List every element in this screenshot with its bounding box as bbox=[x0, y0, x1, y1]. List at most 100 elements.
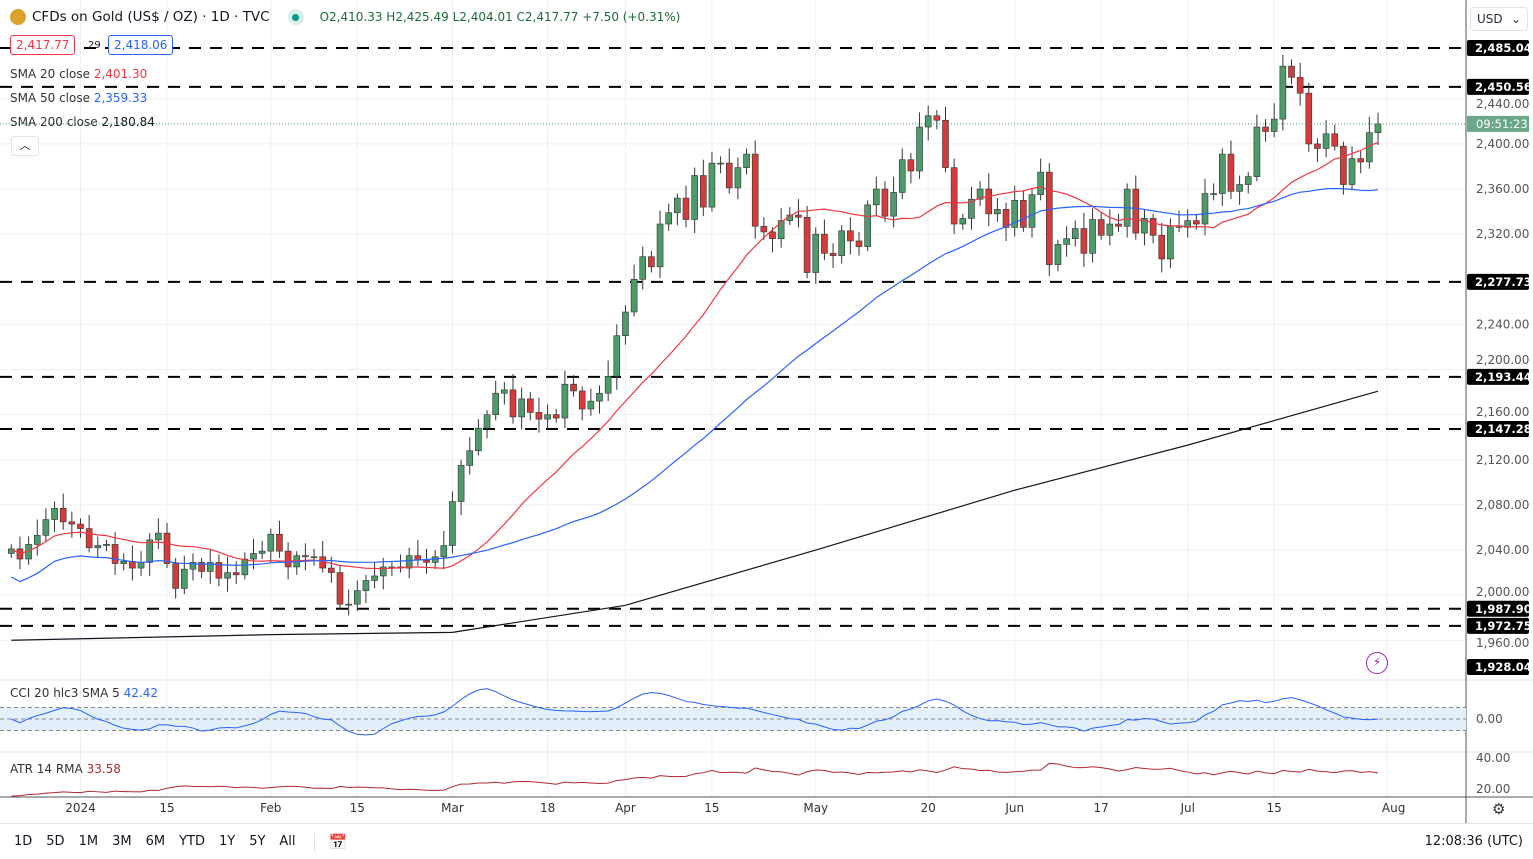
candle bbox=[630, 264, 638, 317]
goto-date-calendar-icon[interactable]: 📅 bbox=[313, 832, 347, 851]
candle-body bbox=[1305, 92, 1313, 145]
candle-body bbox=[215, 562, 223, 579]
candle-body bbox=[336, 572, 344, 605]
range-5d[interactable]: 5D bbox=[46, 834, 65, 849]
price-tick-label: 2,080.00 bbox=[1476, 498, 1529, 512]
sma200-value: 2,180.84 bbox=[101, 115, 155, 129]
range-6m[interactable]: 6M bbox=[145, 834, 166, 849]
candle-body bbox=[821, 233, 828, 254]
candle-body bbox=[622, 311, 629, 336]
candle bbox=[276, 520, 283, 558]
candle bbox=[449, 491, 456, 554]
gold-logo-icon bbox=[10, 9, 26, 25]
currency-select[interactable]: USD ⌄ bbox=[1470, 7, 1528, 31]
candle-body bbox=[872, 188, 880, 206]
candle-body bbox=[137, 562, 145, 569]
candle-body bbox=[1089, 219, 1096, 254]
sma200-legend[interactable]: SMA 200 close 2,180.84 bbox=[10, 115, 155, 129]
candle-body bbox=[198, 562, 205, 572]
candle-body bbox=[708, 162, 716, 208]
candle-body bbox=[1270, 118, 1278, 132]
candle bbox=[1244, 172, 1252, 194]
candle bbox=[1201, 178, 1209, 236]
candle-body bbox=[1011, 200, 1019, 228]
lightning-icon[interactable]: ⚡ bbox=[1366, 652, 1388, 674]
candle bbox=[509, 374, 517, 424]
level-price-tag bbox=[1467, 40, 1529, 56]
level-price-label: 2,147.28 bbox=[1475, 422, 1532, 436]
atr-tick-label: 20.00 bbox=[1476, 782, 1510, 796]
candle-body bbox=[829, 253, 837, 256]
sma200-line bbox=[11, 390, 1379, 641]
candle bbox=[215, 554, 223, 587]
candle bbox=[1054, 239, 1062, 272]
level-price-tag bbox=[1467, 617, 1529, 634]
buy-price-button[interactable]: 2,418.06 bbox=[108, 35, 174, 55]
candle-body bbox=[855, 240, 863, 247]
candle bbox=[872, 176, 880, 215]
chart-canvas[interactable]: 2,440.00 2,400.00 2,360.00 2,320.00 2,240.00… bbox=[0, 0, 1533, 823]
candle bbox=[302, 543, 309, 571]
price-tick-label: 2,160.00 bbox=[1476, 405, 1529, 419]
candle bbox=[959, 213, 967, 230]
sma20-legend[interactable]: SMA 20 close 2,401.30 bbox=[10, 67, 147, 81]
sell-price-button[interactable]: 2,417.77 bbox=[10, 35, 76, 55]
range-5y[interactable]: 5Y bbox=[249, 834, 266, 849]
bottom-toolbar: 1D 5D 1M 3M 6M YTD 1Y 5Y All 📅 12:08:36 … bbox=[0, 823, 1533, 859]
candle-body bbox=[881, 188, 889, 217]
candle bbox=[181, 555, 188, 595]
range-all[interactable]: All bbox=[279, 834, 296, 849]
time-tick-label: 17 bbox=[1094, 801, 1109, 815]
time-tick-label: Jul bbox=[1179, 801, 1194, 815]
candle-body bbox=[1115, 223, 1122, 227]
candle bbox=[1089, 208, 1096, 263]
level-price-tag bbox=[1467, 421, 1529, 438]
candle-body bbox=[1374, 123, 1382, 133]
candle-body bbox=[1244, 176, 1252, 185]
time-tick-label: 15 bbox=[704, 801, 719, 815]
cci-legend[interactable]: CCI 20 hlc3 SMA 5 42.42 bbox=[10, 686, 158, 700]
candle bbox=[1340, 141, 1347, 195]
range-ytd[interactable]: YTD bbox=[179, 834, 205, 849]
candle bbox=[146, 533, 153, 576]
sma50-value: 2,359.33 bbox=[93, 91, 148, 105]
candle-body bbox=[1279, 65, 1287, 120]
level-price-label: 1,987.90 bbox=[1475, 602, 1532, 616]
candle bbox=[362, 574, 370, 604]
candle-body bbox=[717, 162, 724, 165]
candle bbox=[751, 140, 759, 239]
candle-body bbox=[812, 233, 820, 273]
candle bbox=[1037, 158, 1044, 201]
candle-body bbox=[94, 545, 102, 549]
candle bbox=[1331, 124, 1339, 151]
candle bbox=[206, 550, 214, 584]
atr-label: ATR 14 RMA bbox=[10, 762, 83, 776]
symbol-title[interactable]: CFDs on Gold (US$ / OZ) · 1D · TVC bbox=[32, 9, 270, 25]
range-3m[interactable]: 3M bbox=[112, 834, 132, 849]
candle bbox=[907, 152, 915, 184]
range-1m[interactable]: 1M bbox=[78, 834, 99, 849]
range-1d[interactable]: 1D bbox=[14, 834, 33, 849]
price-tick-label: 2,360.00 bbox=[1476, 182, 1529, 196]
candle bbox=[881, 181, 889, 222]
candle-body bbox=[103, 544, 110, 546]
candle-body bbox=[483, 414, 491, 429]
candle-body bbox=[1340, 145, 1347, 185]
collapse-legend-button[interactable]: ︿ bbox=[11, 136, 39, 156]
time-tick-label: Jun bbox=[1004, 801, 1024, 815]
candle bbox=[77, 518, 84, 538]
clock[interactable]: 12:08:36 (UTC) bbox=[1424, 834, 1523, 849]
candle bbox=[120, 553, 128, 571]
range-1y[interactable]: 1Y bbox=[218, 834, 236, 849]
candle bbox=[371, 562, 378, 589]
candle bbox=[440, 530, 448, 570]
time-tick-label: 18 bbox=[540, 801, 555, 815]
settings-gear-icon[interactable]: ⚙ bbox=[1492, 800, 1506, 818]
atr-legend[interactable]: ATR 14 RMA 33.58 bbox=[10, 762, 121, 776]
candle bbox=[1097, 212, 1105, 240]
candle bbox=[570, 375, 577, 397]
time-tick-label: 15 bbox=[159, 801, 174, 815]
sma50-legend[interactable]: SMA 50 close 2,359.33 bbox=[10, 91, 147, 105]
candle-body bbox=[959, 218, 967, 225]
candle-body bbox=[146, 539, 153, 563]
